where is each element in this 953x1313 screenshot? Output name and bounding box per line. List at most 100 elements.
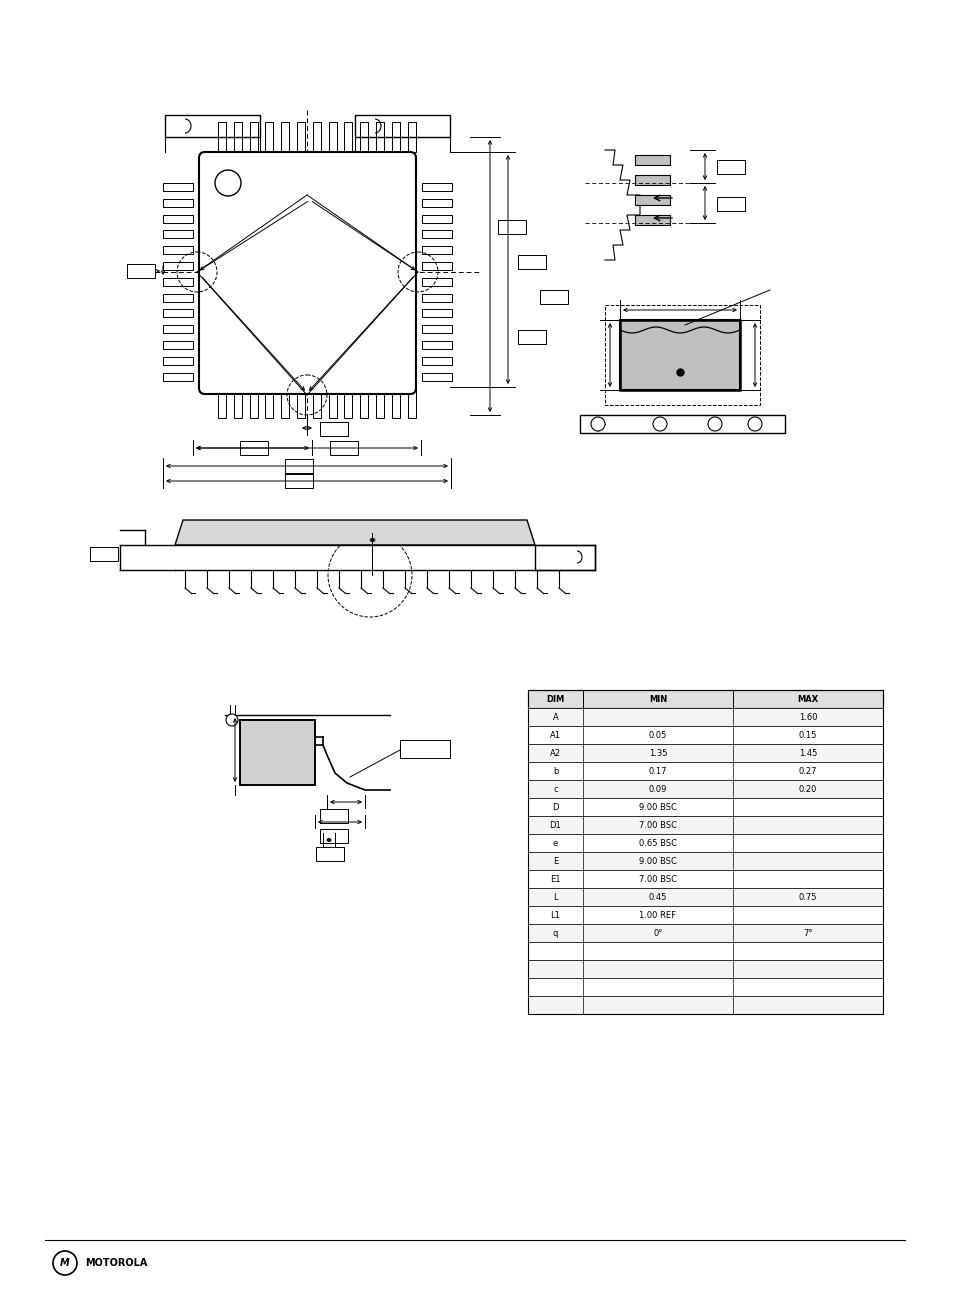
Bar xyxy=(285,460,313,473)
Bar xyxy=(497,221,525,234)
Text: L1: L1 xyxy=(550,910,559,919)
Text: c: c xyxy=(553,784,558,793)
Text: 0.75: 0.75 xyxy=(798,893,817,902)
Bar xyxy=(319,421,348,436)
Bar xyxy=(517,330,545,344)
Bar xyxy=(635,215,669,225)
Bar xyxy=(392,389,399,418)
FancyBboxPatch shape xyxy=(199,152,416,394)
Bar xyxy=(218,389,226,418)
Bar xyxy=(265,389,274,418)
Text: D: D xyxy=(552,802,558,811)
Bar xyxy=(535,545,595,570)
Text: 1.45: 1.45 xyxy=(798,748,817,758)
Text: 0.27: 0.27 xyxy=(798,767,817,776)
Text: 0.17: 0.17 xyxy=(648,767,666,776)
Text: MAX: MAX xyxy=(797,695,818,704)
Bar xyxy=(527,888,882,906)
Bar xyxy=(375,122,384,152)
Bar xyxy=(421,357,452,365)
Bar xyxy=(421,310,452,318)
Bar xyxy=(407,122,416,152)
Bar xyxy=(527,691,882,708)
Circle shape xyxy=(53,1251,77,1275)
Bar xyxy=(421,294,452,302)
Bar xyxy=(635,155,669,165)
Bar xyxy=(527,691,882,1014)
Text: 0.05: 0.05 xyxy=(648,730,666,739)
Bar xyxy=(527,924,882,941)
Text: e: e xyxy=(553,839,558,847)
Bar xyxy=(360,122,368,152)
Bar xyxy=(240,720,314,785)
Circle shape xyxy=(214,169,241,196)
Text: DIM: DIM xyxy=(546,695,564,704)
Bar xyxy=(527,798,882,815)
Bar xyxy=(233,389,241,418)
Text: 1.35: 1.35 xyxy=(648,748,666,758)
Bar xyxy=(619,320,740,390)
Bar xyxy=(163,326,193,334)
Bar xyxy=(163,263,193,270)
Bar xyxy=(240,441,268,456)
Text: 7°: 7° xyxy=(802,928,812,937)
Bar xyxy=(265,122,274,152)
Bar xyxy=(579,415,784,433)
Bar xyxy=(717,197,744,211)
Bar xyxy=(233,122,241,152)
Bar xyxy=(296,389,305,418)
Bar xyxy=(635,175,669,185)
Bar xyxy=(163,310,193,318)
Text: 0.09: 0.09 xyxy=(648,784,666,793)
Bar xyxy=(527,780,882,798)
Text: MOTOROLA: MOTOROLA xyxy=(85,1258,147,1268)
Bar xyxy=(527,871,882,888)
Bar xyxy=(344,389,352,418)
Bar xyxy=(527,960,882,978)
Bar xyxy=(421,198,452,207)
Text: 1.60: 1.60 xyxy=(798,713,817,722)
Bar xyxy=(328,389,336,418)
Bar xyxy=(285,474,313,488)
Text: 0.20: 0.20 xyxy=(798,784,817,793)
Polygon shape xyxy=(174,520,535,545)
Bar xyxy=(90,548,118,561)
Bar xyxy=(604,305,760,404)
Bar xyxy=(421,230,452,239)
Circle shape xyxy=(707,418,721,431)
Bar xyxy=(619,320,740,390)
Bar xyxy=(165,116,260,137)
Text: MIN: MIN xyxy=(648,695,666,704)
Bar xyxy=(281,389,289,418)
Text: 0.15: 0.15 xyxy=(798,730,817,739)
Bar xyxy=(527,708,882,726)
Bar xyxy=(163,183,193,190)
Bar xyxy=(296,122,305,152)
Bar xyxy=(163,230,193,239)
Text: 0.65 BSC: 0.65 BSC xyxy=(639,839,677,847)
Bar xyxy=(163,198,193,207)
Circle shape xyxy=(747,418,761,431)
Bar xyxy=(527,726,882,744)
Text: E1: E1 xyxy=(550,874,560,884)
Text: 7.00 BSC: 7.00 BSC xyxy=(639,821,677,830)
Bar xyxy=(163,214,193,223)
Bar xyxy=(421,247,452,255)
Bar xyxy=(313,122,320,152)
Text: 0°: 0° xyxy=(653,928,662,937)
Text: 1.00 REF: 1.00 REF xyxy=(639,910,676,919)
Bar xyxy=(407,389,416,418)
Bar xyxy=(421,278,452,286)
Bar xyxy=(717,160,744,175)
Text: M: M xyxy=(60,1258,70,1268)
Text: A: A xyxy=(552,713,558,722)
Circle shape xyxy=(590,418,604,431)
Bar xyxy=(527,906,882,924)
Bar xyxy=(527,941,882,960)
Text: b: b xyxy=(552,767,558,776)
Bar xyxy=(527,834,882,852)
Bar xyxy=(250,122,257,152)
Bar xyxy=(315,847,344,861)
Bar xyxy=(355,116,450,137)
Bar xyxy=(421,341,452,349)
